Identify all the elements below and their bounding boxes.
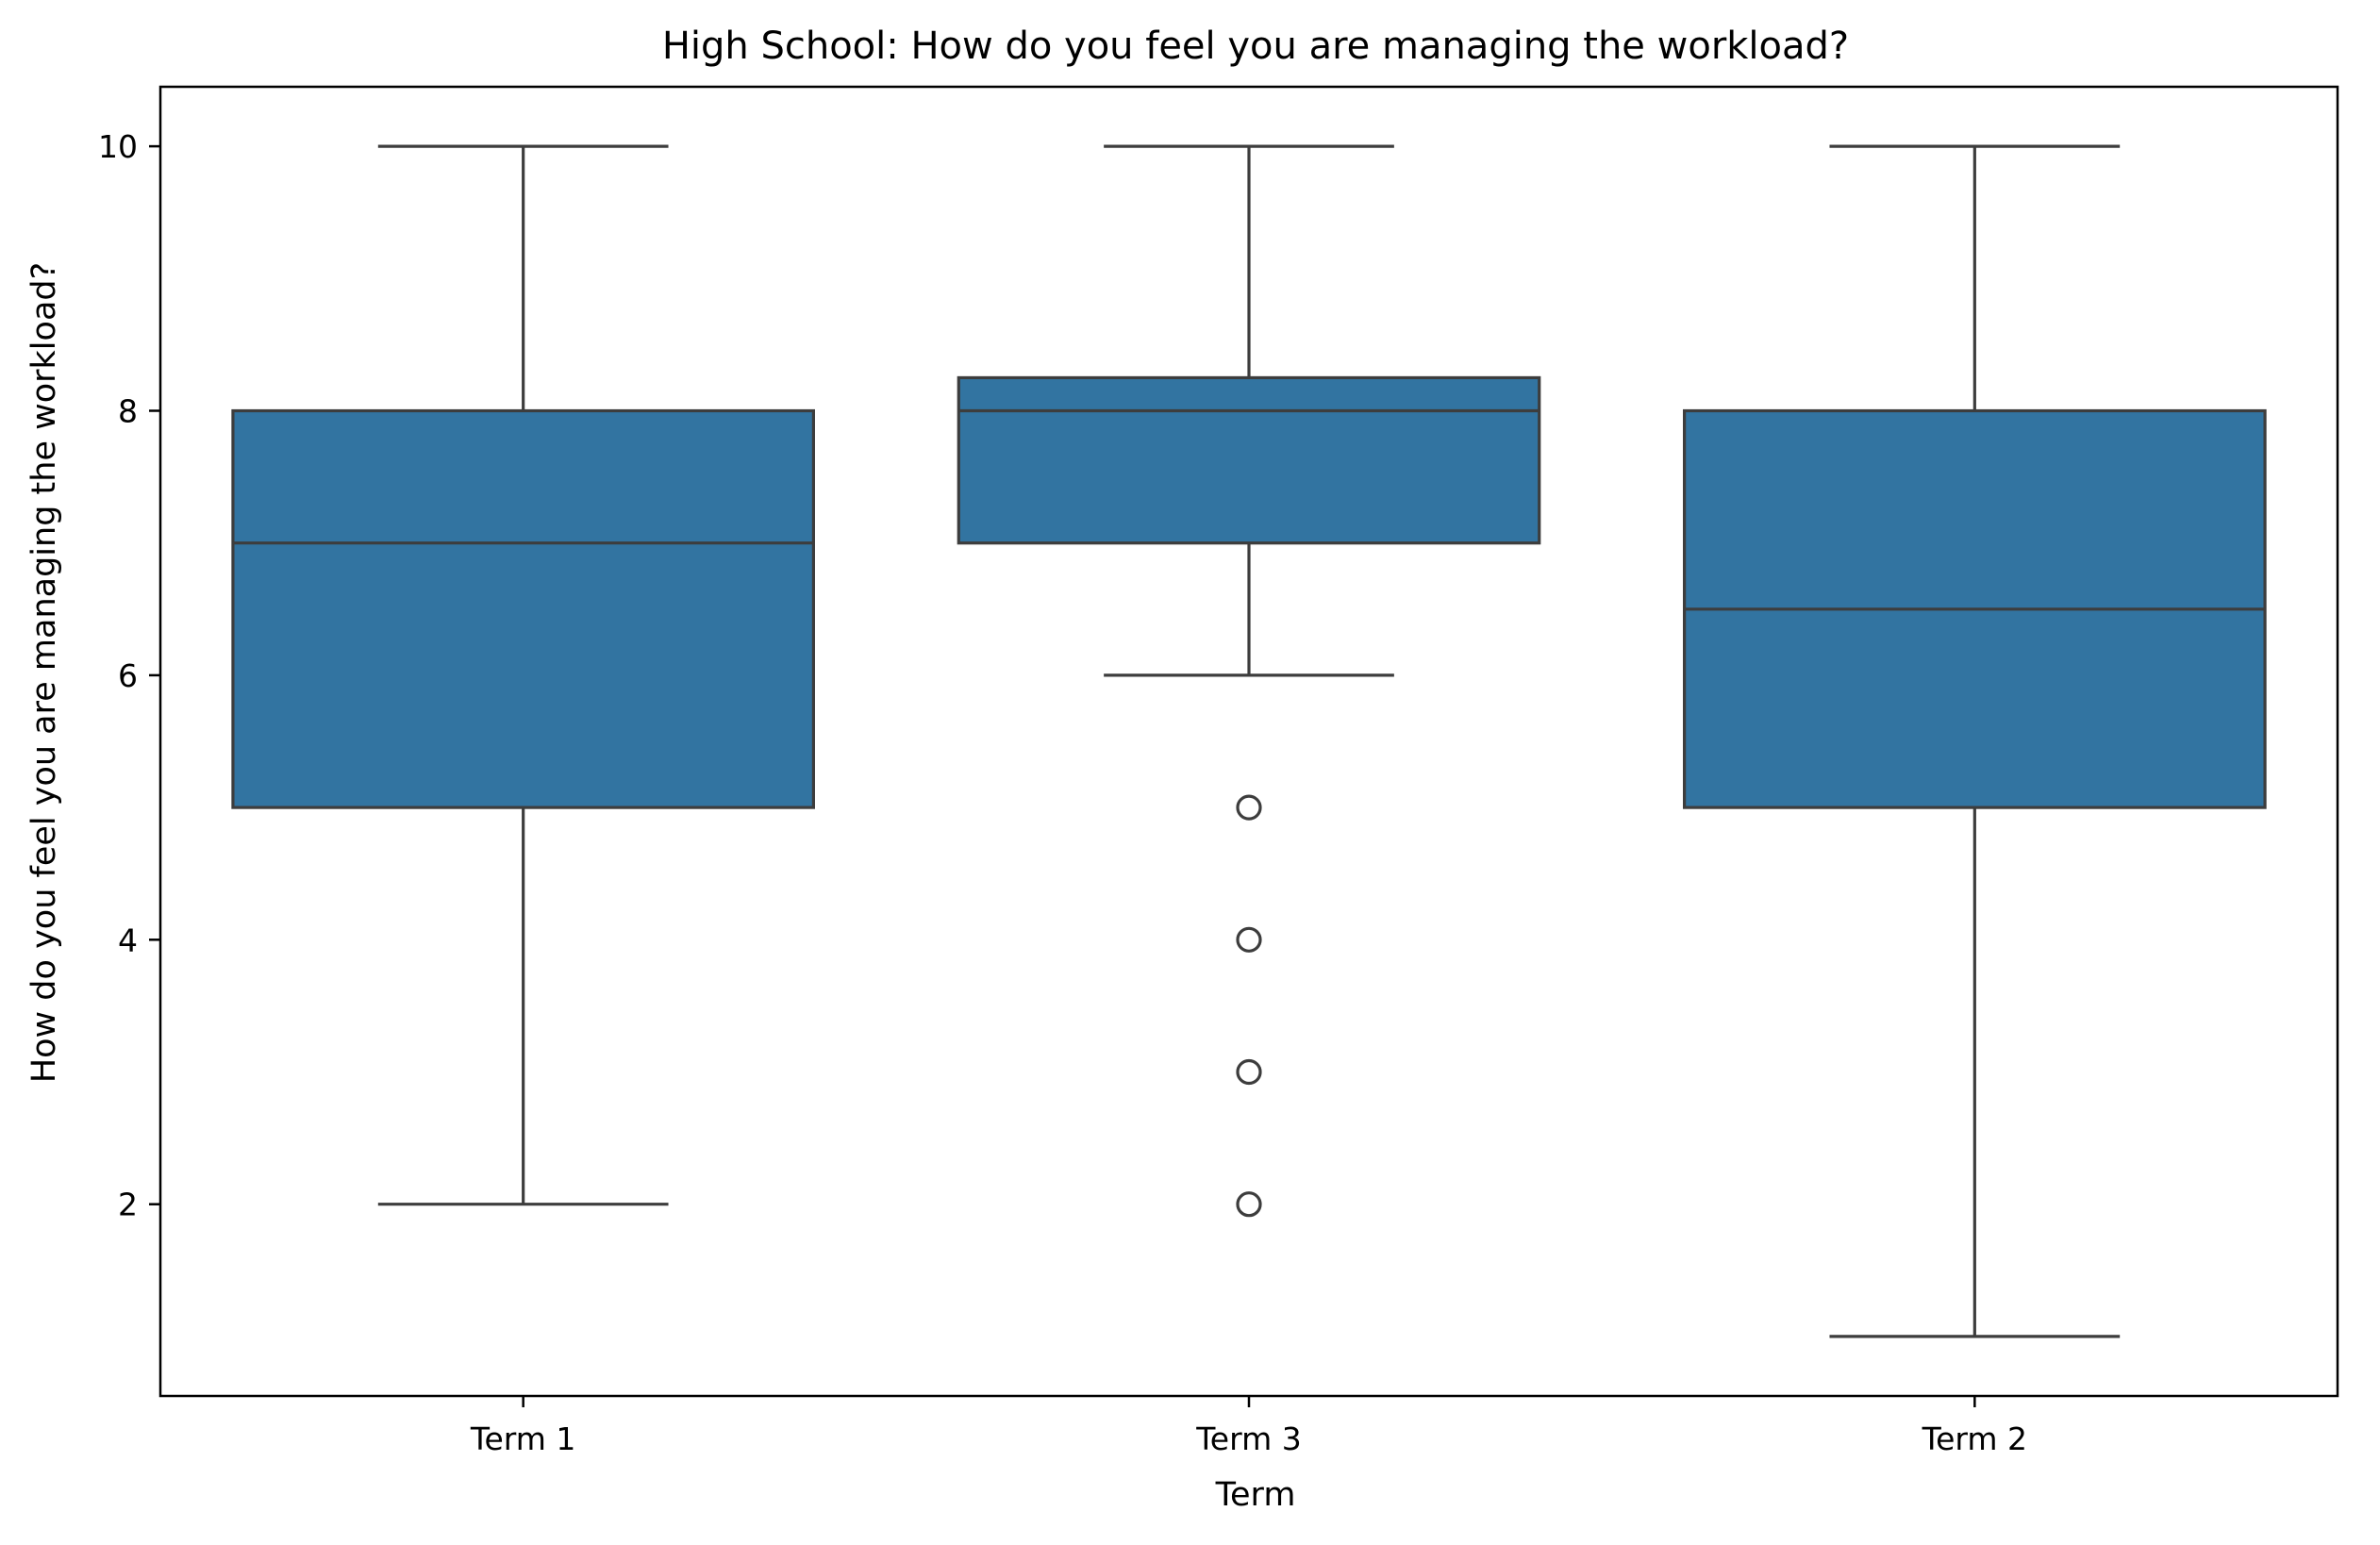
x-tick-label: Term 1 (470, 1420, 575, 1457)
chart-title: High School: How do you feel you are man… (662, 25, 1849, 68)
y-tick-label: 6 (118, 657, 138, 694)
outlier-point (1236, 1058, 1262, 1086)
y-tick-label: 8 (118, 392, 138, 429)
x-tick-label: Term 3 (1195, 1420, 1301, 1457)
plot-area: 2 4 6 8 10 Term 1 Term 3 Term 2 (98, 85, 2339, 1457)
outlier-point (1236, 794, 1262, 821)
y-tick-label: 10 (98, 128, 138, 165)
outlier-point (1236, 926, 1262, 953)
iqr-box (231, 408, 816, 809)
x-axis-label: Term (1215, 1476, 1296, 1514)
x-tick-label: Term 2 (1922, 1420, 2027, 1457)
y-tick-label: 2 (118, 1187, 138, 1223)
iqr-box (957, 375, 1541, 545)
y-axis-label: How do you feel you are managing the wor… (25, 262, 63, 1083)
y-tick-label: 4 (118, 922, 138, 958)
outlier-point (1236, 1191, 1262, 1218)
